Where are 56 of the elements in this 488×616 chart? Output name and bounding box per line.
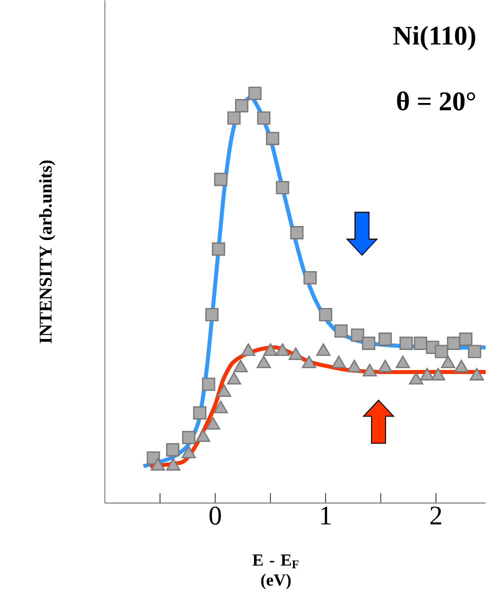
point bbox=[182, 446, 196, 458]
point bbox=[302, 356, 316, 368]
point bbox=[362, 336, 376, 350]
point bbox=[431, 368, 446, 380]
point bbox=[205, 308, 219, 322]
point bbox=[332, 356, 346, 368]
point bbox=[276, 180, 290, 194]
point bbox=[166, 458, 181, 471]
point bbox=[409, 372, 424, 385]
point bbox=[378, 360, 393, 372]
point bbox=[202, 378, 216, 391]
point bbox=[196, 429, 210, 442]
point bbox=[228, 111, 241, 125]
point bbox=[454, 360, 469, 372]
point bbox=[347, 360, 362, 372]
point bbox=[206, 417, 220, 430]
point bbox=[420, 368, 434, 380]
x-axis-title: E - E$_{F}$ (eV) bbox=[252, 554, 299, 590]
point bbox=[214, 172, 228, 186]
x-tick-label: 0 bbox=[210, 506, 222, 525]
point bbox=[248, 86, 262, 100]
point bbox=[214, 400, 228, 414]
point bbox=[351, 328, 364, 342]
annotation: θ = 20° bbox=[397, 91, 476, 110]
point bbox=[288, 347, 304, 360]
point bbox=[414, 336, 428, 350]
point bbox=[378, 332, 392, 346]
point bbox=[319, 308, 332, 322]
point bbox=[227, 372, 242, 385]
point bbox=[435, 344, 448, 358]
point bbox=[447, 336, 460, 350]
point bbox=[234, 360, 248, 372]
point bbox=[235, 99, 249, 112]
point bbox=[396, 356, 410, 368]
y-axis-title: INTENSITY (arb.units) bbox=[39, 160, 56, 344]
point bbox=[468, 344, 482, 358]
point bbox=[304, 271, 317, 284]
point bbox=[459, 332, 473, 346]
point bbox=[290, 226, 304, 240]
point bbox=[334, 324, 348, 338]
text: Ni(110) bbox=[393, 26, 476, 50]
point bbox=[257, 111, 271, 125]
x-tick-label: 1 bbox=[321, 506, 331, 524]
point bbox=[263, 343, 278, 356]
point bbox=[212, 242, 226, 256]
point bbox=[316, 343, 331, 356]
point bbox=[256, 356, 272, 368]
point bbox=[441, 356, 456, 368]
point bbox=[266, 132, 280, 146]
x-tick-label: 2 bbox=[430, 506, 442, 524]
point bbox=[400, 336, 413, 350]
point bbox=[217, 384, 232, 397]
point bbox=[150, 458, 166, 471]
point bbox=[362, 364, 378, 376]
point bbox=[241, 343, 256, 356]
point bbox=[276, 343, 290, 356]
